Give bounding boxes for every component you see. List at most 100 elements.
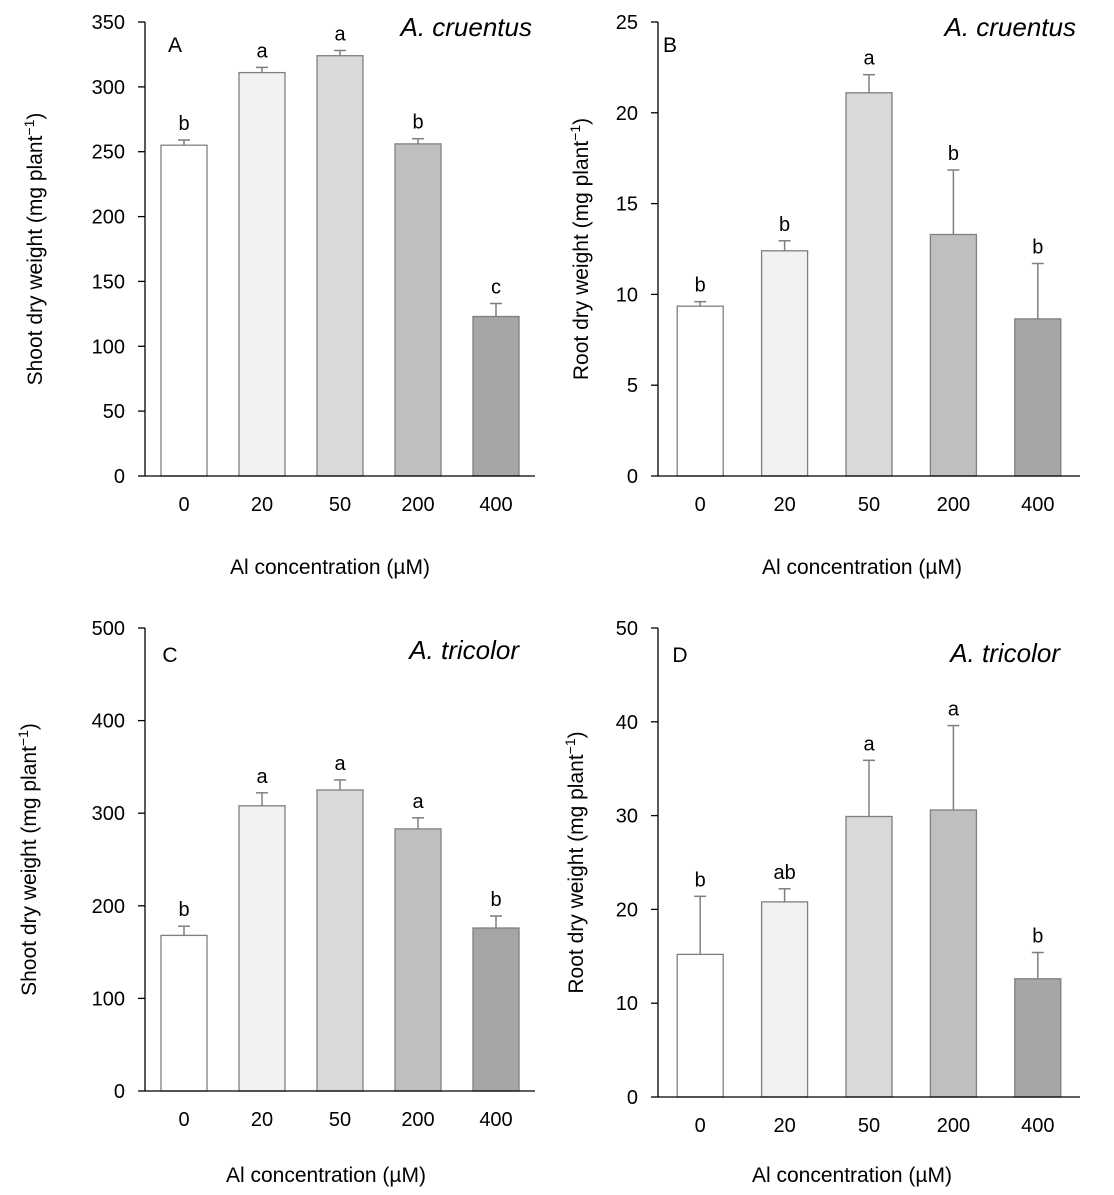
species-name: A. tricolor — [407, 635, 520, 665]
y-tick-label: 40 — [616, 712, 638, 734]
y-tick-label: 25 — [616, 12, 638, 34]
y-axis-title: Root dry weight (mg plant−1) — [562, 731, 588, 993]
y-axis-title-main: Shoot dry weight (mg plant — [18, 746, 41, 996]
x-tick-label: 50 — [858, 1115, 880, 1137]
x-tick-label: 0 — [695, 1115, 706, 1137]
significance-letter: ab — [773, 862, 795, 884]
y-axis-title-main: Shoot dry weight (mg plant — [24, 135, 47, 385]
x-axis-title: Al concentration (µM) — [226, 1164, 426, 1187]
significance-letter: b — [412, 112, 423, 134]
y-tick-label: 10 — [616, 993, 638, 1015]
significance-letter: b — [695, 869, 706, 891]
y-axis-title-tail: ) — [565, 731, 588, 738]
y-tick-label: 100 — [92, 336, 125, 358]
panel-d: b 0 ab 20 a 50 a 200 b 400 0 10 20 30 40 50 D A. tricolor… — [562, 618, 1080, 1187]
species-name: A. tricolor — [948, 638, 1061, 668]
x-tick-label: 200 — [937, 1115, 970, 1137]
y-tick-label: 200 — [92, 207, 125, 229]
x-tick-label: 50 — [858, 494, 880, 516]
species-name: A. cruentus — [942, 12, 1076, 42]
panel-a: b 0 a 20 a 50 b 200 c 400 0 50 100 150 200 250 300 350 A A.… — [21, 12, 535, 579]
y-tick-label: 50 — [616, 618, 638, 640]
significance-letter: a — [412, 791, 424, 813]
y-tick-label: 5 — [627, 375, 638, 397]
y-tick-label: 15 — [616, 194, 638, 216]
x-tick-label: 0 — [178, 1109, 189, 1131]
x-tick-label: 0 — [695, 494, 706, 516]
panel-letter: B — [663, 34, 677, 57]
significance-letter: a — [256, 766, 268, 788]
y-tick-label: 20 — [616, 103, 638, 125]
y-tick-label: 150 — [92, 271, 125, 293]
significance-letter: a — [863, 48, 875, 70]
bar-400 — [1014, 978, 1062, 1098]
significance-letter: b — [178, 899, 189, 921]
x-tick-label: 400 — [479, 494, 512, 516]
y-axis-title-superscript: −1 — [15, 730, 31, 746]
y-axis-title-superscript: −1 — [21, 119, 37, 135]
y-tick-label: 0 — [114, 1081, 125, 1103]
x-tick-label: 20 — [773, 1115, 795, 1137]
significance-letter: b — [1032, 237, 1043, 259]
bar-50 — [316, 55, 364, 477]
x-tick-label: 400 — [1021, 1115, 1054, 1137]
y-tick-label: 300 — [92, 77, 125, 99]
bar-200 — [394, 828, 442, 1092]
y-tick-label: 500 — [92, 618, 125, 640]
panel-letter: A — [168, 34, 182, 57]
bar-400 — [472, 315, 520, 477]
significance-letter: a — [863, 733, 875, 755]
y-axis-title-tail: ) — [18, 723, 41, 730]
significance-letter: a — [334, 753, 346, 775]
bar-0 — [676, 305, 724, 477]
panel-letter: D — [672, 644, 687, 667]
y-tick-label: 0 — [627, 466, 638, 488]
bar-200 — [929, 233, 978, 477]
y-tick-label: 200 — [92, 896, 125, 918]
x-tick-label: 0 — [178, 494, 189, 516]
significance-letter: c — [491, 277, 501, 299]
significance-letter: b — [490, 889, 501, 911]
bar-20 — [238, 71, 286, 477]
y-tick-label: 20 — [616, 899, 638, 921]
x-tick-label: 200 — [401, 1109, 434, 1131]
y-axis-title: Root dry weight (mg plant−1) — [567, 118, 593, 380]
bar-200 — [929, 809, 978, 1098]
y-axis-title-tail: ) — [24, 113, 47, 120]
bar-50 — [845, 92, 893, 477]
bar-200 — [394, 143, 442, 477]
y-tick-label: 350 — [92, 12, 125, 34]
bar-20 — [238, 805, 286, 1092]
panel-b: b 0 b 20 a 50 b 200 b 400 0 5 10 15 20 25 B A. cruentus Al… — [567, 12, 1080, 579]
x-tick-label: 50 — [329, 494, 351, 516]
significance-letter: a — [948, 699, 960, 721]
significance-letter: b — [178, 113, 189, 135]
bar-400 — [472, 927, 520, 1092]
x-axis-title: Al concentration (µM) — [230, 556, 430, 579]
x-tick-label: 50 — [329, 1109, 351, 1131]
y-tick-label: 300 — [92, 803, 125, 825]
y-tick-label: 0 — [114, 466, 125, 488]
x-tick-label: 20 — [773, 494, 795, 516]
y-tick-label: 250 — [92, 142, 125, 164]
significance-letter: b — [948, 143, 959, 165]
y-axis-title: Shoot dry weight (mg plant−1) — [15, 723, 41, 996]
y-tick-label: 10 — [616, 284, 638, 306]
y-tick-label: 100 — [92, 988, 125, 1010]
y-axis-title-main: Root dry weight (mg plant — [565, 754, 588, 993]
x-tick-label: 200 — [401, 494, 434, 516]
panel-c: b 0 a 20 a 50 a 200 b 400 0 100 200 300 400 500 C A. tric… — [15, 618, 535, 1187]
y-axis-title-superscript: −1 — [567, 125, 583, 141]
bar-0 — [160, 144, 208, 477]
significance-letter: b — [695, 275, 706, 297]
x-tick-label: 20 — [251, 1109, 273, 1131]
bar-50 — [845, 815, 893, 1098]
bar-0 — [160, 934, 208, 1092]
significance-letter: a — [256, 40, 268, 62]
y-tick-label: 400 — [92, 711, 125, 733]
bar-0 — [676, 953, 724, 1098]
significance-letter: a — [334, 24, 346, 46]
bar-20 — [760, 250, 809, 477]
